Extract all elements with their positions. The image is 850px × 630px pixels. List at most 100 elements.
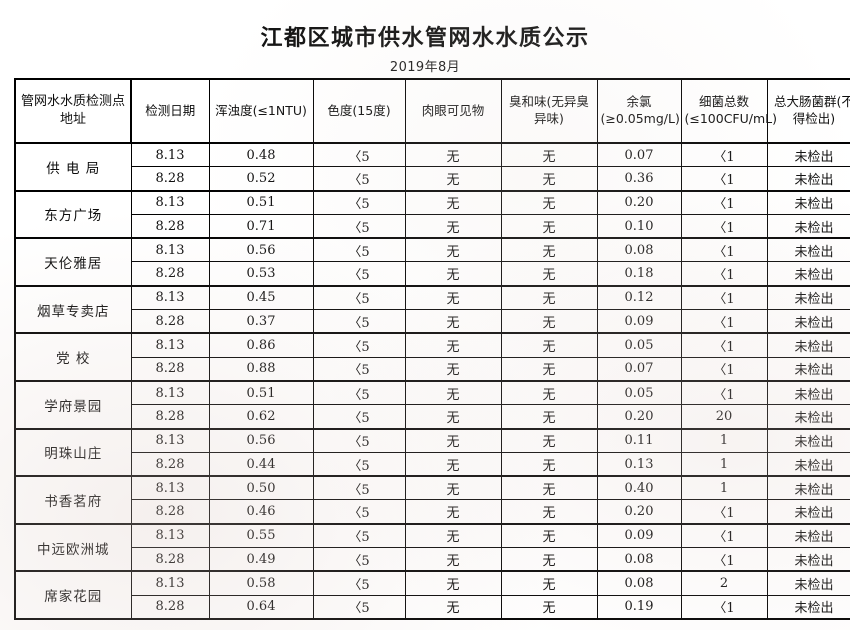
cell-chlor: 0.08 [596,570,682,596]
cell-bact: 〈1 [680,594,768,620]
cell-visible: 无 [404,356,502,382]
cell-coli: 未检出 [766,475,850,501]
cell-coli: 未检出 [766,570,850,596]
cell-turb: 0.86 [208,332,314,358]
cell-turb: 0.48 [208,142,314,168]
cell-odor: 无 [500,166,598,192]
cell-chlor: 0.09 [596,309,682,334]
water-quality-table: 管网水水质检测点地址 检测日期 浑浊度(≤1NTU) 色度(15度) 肉眼可见物… [14,78,850,620]
cell-coli: 未检出 [766,522,850,549]
cell-coli: 未检出 [766,427,850,453]
column-header-site: 管网水水质检测点地址 [14,78,132,144]
cell-bact: 〈1 [680,142,768,168]
cell-date: 8.13 [130,142,210,168]
cell-chlor: 0.10 [596,213,682,239]
cell-chlor: 0.05 [596,379,682,406]
cell-visible: 无 [404,404,502,430]
cell-site-name: 东方广场 [14,189,132,239]
cell-visible: 无 [404,379,502,406]
column-header-date: 检测日期 [130,78,210,144]
cell-bact: 〈1 [680,547,768,572]
cell-odor: 无 [500,522,598,549]
cell-color: 〈5 [312,594,406,620]
cell-date: 8.13 [130,570,210,596]
cell-odor: 无 [500,332,598,358]
cell-color: 〈5 [312,547,406,572]
table-header-row: 管网水水质检测点地址 检测日期 浑浊度(≤1NTU) 色度(15度) 肉眼可见物… [14,78,850,144]
cell-coli: 未检出 [766,142,850,168]
cell-color: 〈5 [312,309,406,334]
cell-chlor: 0.12 [596,284,682,311]
cell-turb: 0.46 [208,499,314,525]
cell-date: 8.13 [130,379,210,406]
cell-visible: 无 [404,427,502,453]
cell-bact: 〈1 [680,237,768,263]
cell-visible: 无 [404,451,502,477]
cell-odor: 无 [500,547,598,572]
cell-chlor: 0.13 [596,451,682,477]
cell-turb: 0.51 [208,379,314,406]
cell-visible: 无 [404,284,502,311]
cell-coli: 未检出 [766,309,850,334]
cell-coli: 未检出 [766,332,850,358]
cell-color: 〈5 [312,332,406,358]
cell-coli: 未检出 [766,237,850,263]
cell-turb: 0.53 [208,261,314,287]
cell-turb: 0.50 [208,475,314,501]
column-header-color: 色度(15度) [312,78,406,144]
cell-color: 〈5 [312,142,406,168]
cell-chlor: 0.09 [596,522,682,549]
cell-site-name: 烟草专卖店 [14,284,132,334]
table-header: 管网水水质检测点地址 检测日期 浑浊度(≤1NTU) 色度(15度) 肉眼可见物… [14,78,850,144]
cell-turb: 0.45 [208,284,314,311]
cell-turb: 0.71 [208,213,314,239]
cell-turb: 0.55 [208,522,314,549]
cell-odor: 无 [500,404,598,430]
cell-date: 8.13 [130,522,210,549]
cell-odor: 无 [500,570,598,596]
cell-odor: 无 [500,142,598,168]
cell-visible: 无 [404,522,502,549]
cell-date: 8.28 [130,309,210,334]
cell-bact: 1 [680,475,768,501]
cell-visible: 无 [404,475,502,501]
cell-color: 〈5 [312,284,406,311]
cell-coli: 未检出 [766,284,850,311]
cell-odor: 无 [500,309,598,334]
cell-chlor: 0.07 [596,142,682,168]
cell-date: 8.13 [130,237,210,263]
cell-chlor: 0.18 [596,261,682,287]
cell-color: 〈5 [312,499,406,525]
cell-date: 8.28 [130,356,210,382]
cell-bact: 2 [680,570,768,596]
cell-site-name: 中远欧洲城 [14,522,132,572]
cell-odor: 无 [500,475,598,501]
cell-visible: 无 [404,594,502,620]
cell-date: 8.13 [130,284,210,311]
cell-bact: 〈1 [680,284,768,311]
page-title: 江都区城市供水管网水水质公示 [260,26,590,51]
cell-odor: 无 [500,213,598,239]
cell-odor: 无 [500,379,598,406]
cell-chlor: 0.20 [596,189,682,215]
cell-odor: 无 [500,499,598,525]
cell-bact: 〈1 [680,309,768,334]
cell-bact: 〈1 [680,379,768,406]
cell-date: 8.13 [130,189,210,215]
cell-turb: 0.56 [208,427,314,453]
cell-color: 〈5 [312,213,406,239]
cell-coli: 未检出 [766,213,850,239]
cell-site-name: 党 校 [14,332,132,382]
